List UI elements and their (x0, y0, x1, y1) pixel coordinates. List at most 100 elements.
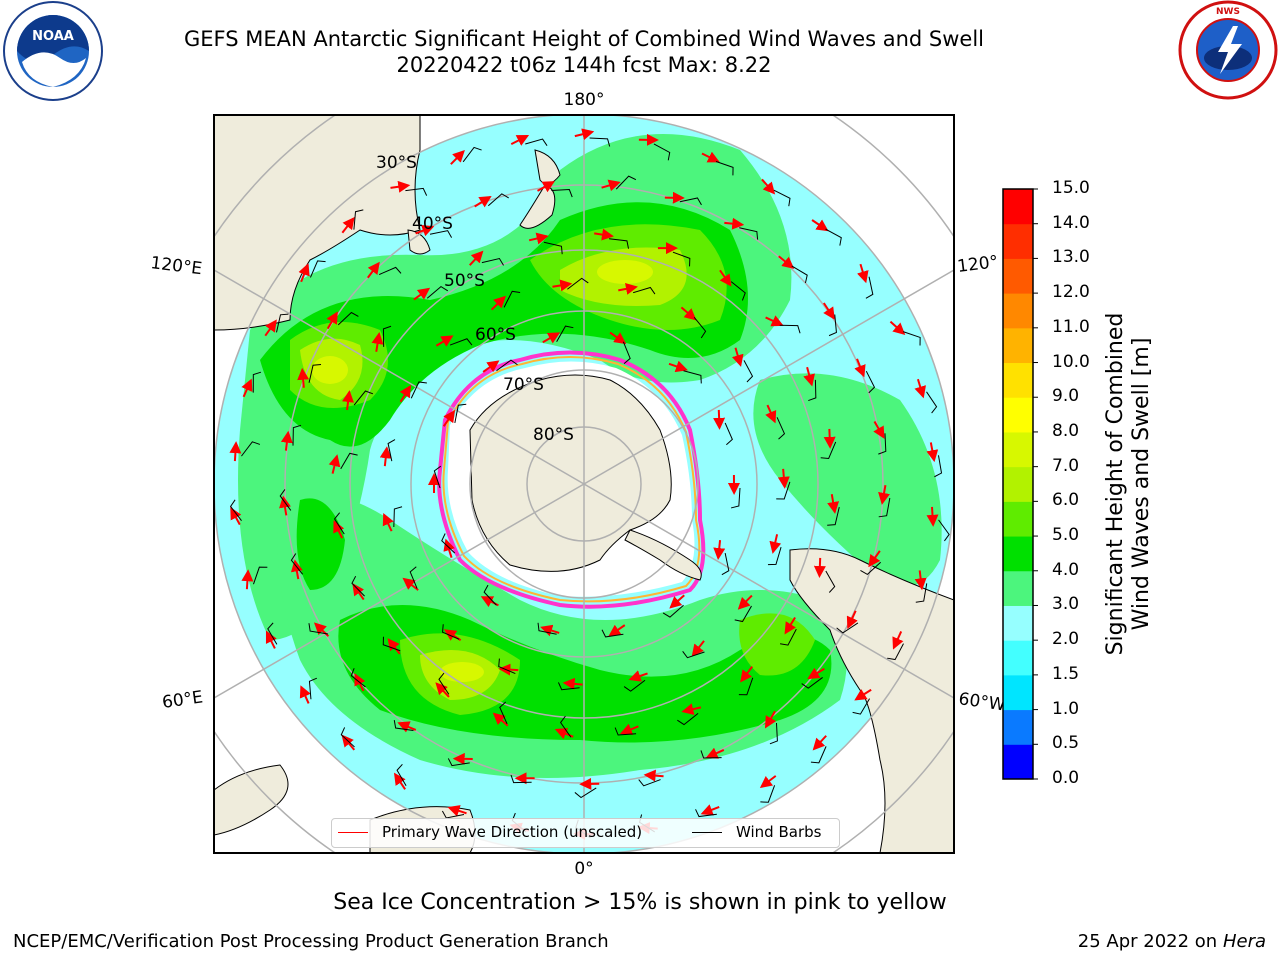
colorbar-tick-label: 3.0 (1052, 594, 1080, 615)
wind-barb (878, 497, 891, 518)
wave-arrow (230, 507, 242, 526)
wave-arrow (450, 149, 465, 165)
colorbar-segment (1003, 189, 1033, 225)
wind-barb (938, 519, 950, 542)
legend-label-barbs: Wind Barbs (736, 823, 822, 841)
wave-arrow (415, 224, 435, 237)
wave-arrow (681, 703, 702, 716)
wind-barb (902, 331, 921, 346)
wave-arrow (542, 332, 561, 344)
footer-branch: NCEP/EMC/Verification Post Processing Pr… (13, 931, 609, 952)
wind-barb (433, 465, 442, 489)
wave-arrow (328, 454, 341, 474)
wave-arrow (290, 559, 303, 580)
wind-barb (559, 715, 572, 738)
wave-arrow (371, 331, 384, 352)
wind-barb (801, 677, 823, 689)
wind-barb (776, 417, 786, 440)
wave-arrow (926, 506, 939, 527)
wave-arrow (618, 283, 638, 295)
colorbar-segment (1003, 431, 1033, 468)
colorbar-tick-label: 5.0 (1052, 525, 1080, 546)
wave-arrow (680, 306, 697, 321)
wind-barb (253, 566, 268, 585)
wave-arrow (399, 384, 412, 403)
wave-arrow (643, 769, 664, 782)
wave-arrow (914, 378, 926, 399)
wave-arrow (333, 520, 345, 539)
wave-arrow (413, 287, 431, 301)
wave-arrow (777, 468, 790, 489)
wave-arrow (813, 557, 826, 578)
wave-arrow (574, 128, 595, 141)
wind-barb (721, 552, 730, 576)
wind-barb (382, 636, 401, 652)
wave-arrow (764, 710, 777, 729)
wave-arrow (609, 331, 627, 345)
colorbar-frame (1002, 188, 1034, 780)
wind-barb (672, 251, 691, 267)
wave-arrow (387, 638, 401, 655)
wind-barb (827, 506, 840, 526)
wind-barb (308, 677, 318, 700)
wind-barb (739, 227, 759, 240)
wind-barb (429, 230, 453, 238)
wave-arrow (873, 421, 885, 439)
wave-arrow (807, 667, 825, 680)
colorbar-tick-label: 9.0 (1052, 386, 1080, 407)
wave-arrow (397, 721, 417, 733)
wind-barb (442, 624, 460, 640)
colorbar-tick-label: 0.5 (1052, 733, 1080, 754)
wind-barb (609, 238, 630, 249)
wave-arrow (265, 630, 277, 649)
wave-arrow (724, 217, 745, 230)
wind-barb (498, 658, 516, 674)
wave-arrow (562, 677, 583, 690)
wave-arrow (827, 494, 840, 514)
wave-arrow (846, 610, 858, 629)
wind-barb (525, 138, 548, 146)
wave-arrow (737, 594, 753, 610)
wind-barb (860, 561, 882, 575)
wave-arrow (669, 594, 685, 609)
wind-barb (926, 391, 938, 414)
wind-barb (679, 197, 702, 206)
wind-barb (308, 623, 329, 635)
wave-arrow (326, 311, 338, 330)
wind-barb (632, 286, 656, 295)
colorbar-tick-label: 1.5 (1052, 663, 1080, 684)
wind-barb (308, 364, 322, 383)
wind-barb (760, 785, 776, 803)
colorbar-tick-label: 1.0 (1052, 698, 1080, 719)
colorbar-tick-label: 6.0 (1052, 490, 1080, 511)
wind-barb (683, 370, 702, 384)
wave-arrow (490, 295, 506, 311)
colorbar-segment (1003, 362, 1033, 398)
wind-barb (700, 750, 722, 759)
wave-arrow (691, 640, 705, 657)
wave-arrow (731, 347, 744, 367)
wind-barb (503, 290, 521, 308)
wind-barb (638, 779, 661, 787)
wave-arrow (705, 747, 725, 759)
legend-item-wave-direction: Primary Wave Direction (unscaled) (338, 823, 642, 841)
wind-barb (353, 390, 374, 406)
wave-arrow (812, 735, 827, 751)
lon-label-120e: 120°E (149, 253, 203, 279)
wind-barb (396, 763, 407, 787)
svg-text:NWS: NWS (1216, 7, 1240, 17)
footer-date-text: 25 Apr 2022 on (1077, 931, 1223, 952)
colorbar-tick-label: 14.0 (1052, 212, 1090, 233)
wind-barb (510, 774, 532, 784)
footer-machine: Hera (1222, 931, 1266, 952)
lon-label-120w: 120° (956, 252, 999, 277)
wave-arrow (468, 250, 484, 266)
wind-barb (556, 325, 574, 343)
wind-barb (653, 143, 671, 161)
wave-arrow (264, 319, 277, 337)
continents (214, 115, 954, 853)
colorbar-segment (1003, 258, 1033, 294)
colorbar-segment (1003, 223, 1033, 259)
wind-barb (769, 722, 778, 745)
